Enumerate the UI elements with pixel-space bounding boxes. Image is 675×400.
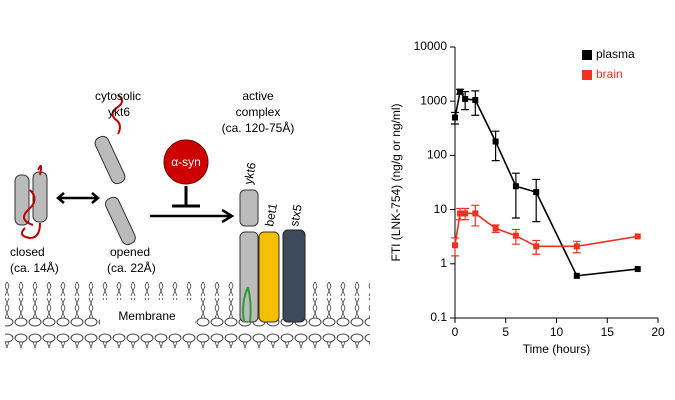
diagram: Membrane closed (ca. 14Å) cytosolic ykt6… — [5, 89, 370, 348]
series-line — [454, 212, 638, 248]
marker — [512, 183, 519, 190]
tail — [242, 286, 252, 323]
label: active — [242, 89, 274, 103]
tail — [20, 165, 43, 240]
error-bar — [511, 172, 520, 219]
arrow — [150, 208, 235, 224]
marker — [533, 243, 540, 250]
marker — [452, 114, 458, 121]
label: opened — [110, 245, 150, 259]
series-line — [454, 89, 638, 277]
label: bet1 — [262, 202, 280, 228]
y-tick-label: 10000 — [414, 39, 448, 53]
helix — [258, 231, 280, 323]
helix — [239, 189, 259, 227]
marker — [533, 189, 540, 196]
helix — [282, 229, 306, 323]
equilibrium-arrow — [56, 192, 100, 204]
label: closed — [10, 245, 45, 259]
x-tick-label: 15 — [601, 325, 615, 339]
helix — [94, 135, 126, 185]
alpha-syn — [163, 139, 209, 185]
y-tick-label: 100 — [427, 148, 447, 162]
y-tick-label: 0.1 — [430, 310, 447, 324]
marker — [472, 210, 479, 217]
x-tick-label: 10 — [550, 325, 564, 339]
error-bar — [491, 130, 500, 162]
marker — [457, 88, 464, 95]
marker — [492, 138, 499, 145]
marker — [573, 243, 580, 250]
marker — [452, 242, 458, 249]
x-tick-label: 0 — [452, 325, 459, 339]
x-tick-label: 5 — [502, 325, 509, 339]
helix — [104, 196, 136, 246]
legend-label: brain — [596, 67, 623, 81]
label: ykt6 — [108, 105, 130, 119]
y-tick-label: 1000 — [420, 93, 447, 107]
membrane-label: Membrane — [118, 309, 176, 323]
helix — [14, 174, 30, 226]
marker — [457, 210, 464, 217]
label: α-syn — [171, 155, 201, 169]
marker — [573, 272, 580, 279]
x-tick-label: 20 — [651, 325, 665, 339]
y-axis-label: FTI (LNK-754) (ng/g or ng/ml) — [389, 103, 403, 261]
label: (ca. 120-75Å) — [222, 120, 295, 135]
x-axis-label: Time (hours) — [523, 342, 591, 356]
marker — [634, 233, 641, 240]
marker — [512, 232, 519, 239]
marker — [492, 225, 499, 232]
label: (ca. 22Å) — [107, 260, 156, 275]
marker — [472, 97, 479, 104]
legend-label: plasma — [596, 47, 635, 61]
label: (ca. 14Å) — [10, 260, 59, 275]
marker — [634, 266, 641, 273]
marker — [462, 95, 469, 102]
legend-swatch — [582, 70, 592, 80]
error-bar — [471, 90, 480, 116]
tail — [111, 94, 123, 135]
error-bar — [532, 178, 541, 223]
y-tick-label: 10 — [434, 202, 448, 216]
label: cytosolic — [95, 89, 141, 103]
legend-swatch — [582, 50, 592, 60]
label: stx5 — [287, 203, 305, 227]
marker — [462, 210, 469, 217]
label: complex — [236, 105, 281, 119]
inhibition — [172, 186, 200, 208]
membrane-label-box — [100, 300, 195, 330]
label: ykt6 — [241, 161, 259, 185]
y-tick-label: 1 — [440, 256, 447, 270]
chart: 0.1 1 10 100 1000 10000 0 5 10 15 20 Time (hours) FT… — [389, 39, 665, 356]
